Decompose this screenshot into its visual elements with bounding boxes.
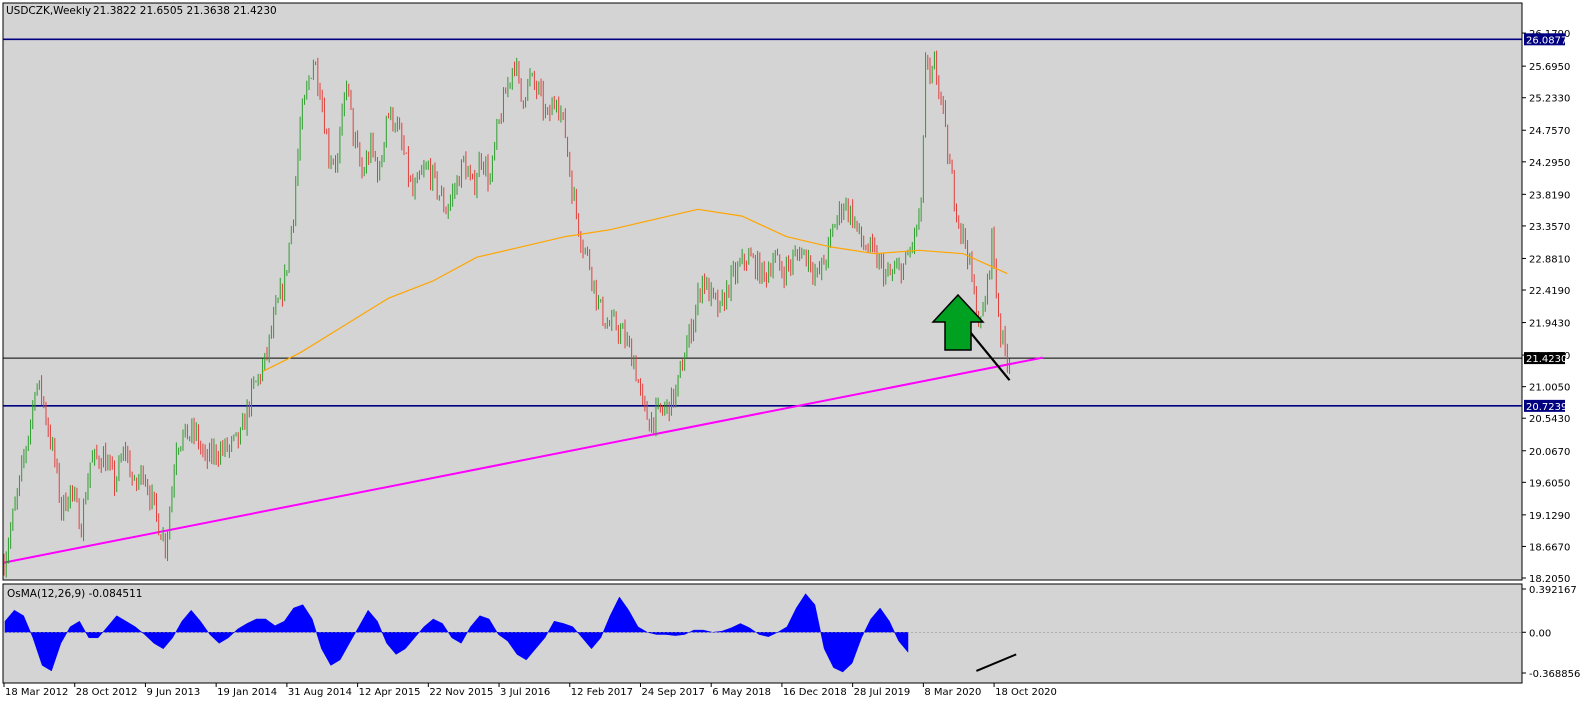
level-price-label: 21.4230	[1526, 354, 1567, 365]
price-axis-label: 22.8810	[1529, 254, 1570, 265]
price-axis-label: 24.2950	[1529, 158, 1570, 169]
price-axis-label: 18.6670	[1529, 542, 1570, 553]
chart-header-ohlc: 21.3822 21.6505 21.3638 21.4230	[93, 5, 277, 17]
price-axis-label: 18.2050	[1529, 574, 1570, 585]
time-axis-label: 18 Oct 2020	[995, 687, 1057, 698]
price-divergence-line[interactable]	[966, 328, 1011, 381]
time-axis-label: 22 Nov 2015	[429, 687, 493, 698]
time-axis-label: 24 Sep 2017	[641, 687, 704, 698]
time-axis-label: 28 Jul 2019	[854, 687, 911, 698]
price-axis-label: 23.3570	[1529, 222, 1570, 233]
time-axis-label: 3 Jul 2016	[500, 687, 550, 698]
oscillator-label: OsMA(12,26,9) -0.084511	[7, 588, 142, 600]
level-price-tag	[1524, 352, 1565, 365]
price-axis-label: 21.9430	[1529, 319, 1570, 330]
time-axis-label: 28 Oct 2012	[76, 687, 138, 698]
time-axis-label: 12 Apr 2015	[359, 687, 421, 698]
time-axis-label: 12 Feb 2017	[571, 687, 633, 698]
time-axis-label: 16 Dec 2018	[783, 687, 847, 698]
price-axis-label: 19.6050	[1529, 478, 1570, 489]
osma-histogram	[4, 593, 909, 673]
price-axis-label: 22.4190	[1529, 286, 1570, 297]
support-trendline[interactable]	[3, 356, 1043, 564]
level-price-label: 26.0877	[1526, 35, 1567, 46]
level-price-label: 20.7239	[1526, 402, 1567, 413]
oscillator-axis-label: -0.368856	[1529, 669, 1580, 680]
price-axis-label: 21.0050	[1529, 383, 1570, 394]
price-axis-label: 19.1290	[1529, 511, 1570, 522]
price-axis-label: 25.6950	[1529, 62, 1570, 73]
level-price-tag	[1524, 399, 1565, 412]
oscillator-axis-label: 0.00	[1529, 628, 1551, 639]
time-axis-label: 18 Mar 2012	[5, 687, 68, 698]
chart-header-symbol: USDCZK,Weekly	[6, 5, 91, 17]
time-axis-label: 19 Jan 2014	[217, 687, 277, 698]
price-axis-label: 20.5430	[1529, 414, 1570, 425]
up-arrow-icon[interactable]	[931, 293, 985, 351]
time-axis-label: 31 Aug 2014	[288, 687, 352, 698]
level-price-tag	[1524, 33, 1565, 46]
price-panel	[2, 2, 1523, 581]
moving-average-line[interactable]	[262, 208, 1008, 372]
time-axis-label: 6 May 2018	[712, 687, 771, 698]
time-axis-label: 9 Jun 2013	[146, 687, 200, 698]
price-axis-label: 23.8190	[1529, 190, 1570, 201]
oscillator-axis-label: 0.392167	[1529, 585, 1577, 596]
price-axis-label: 24.7570	[1529, 126, 1570, 137]
price-axis-label: 25.2330	[1529, 94, 1570, 105]
price-axis-label: 20.0670	[1529, 447, 1570, 458]
oscillator-divergence-line[interactable]	[976, 653, 1017, 672]
time-axis-label: 8 Mar 2020	[924, 687, 981, 698]
